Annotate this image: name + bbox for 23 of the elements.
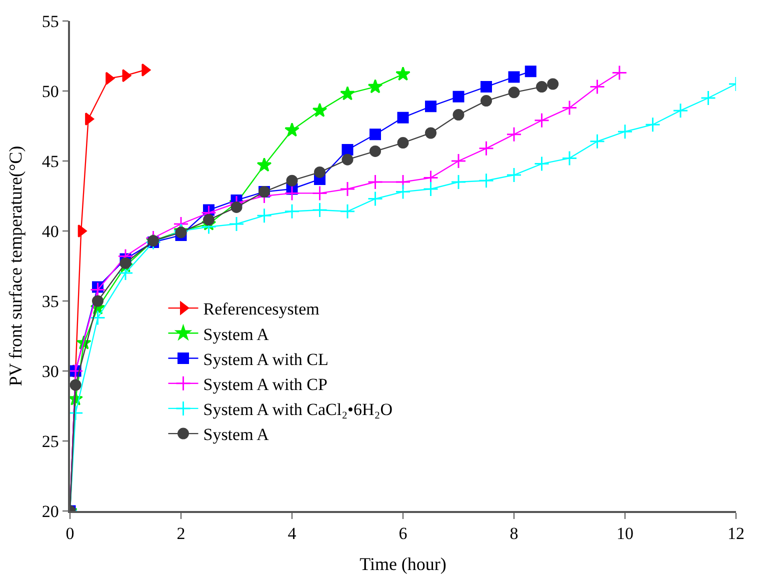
y-tick-label: 40 [42, 222, 59, 241]
x-axis-title: Time (hour) [360, 554, 446, 574]
x-tick-label: 4 [288, 524, 297, 544]
x-tick-label: 10 [616, 524, 634, 544]
x-tick-label: 2 [176, 524, 186, 544]
x-tick-label: 8 [510, 524, 518, 544]
y-tick-label: 55 [42, 12, 59, 31]
y-tick-label: 45 [42, 152, 59, 171]
y-tick-label: 30 [42, 362, 59, 381]
legend-label: System A [203, 425, 270, 444]
legend-label: System A [203, 324, 270, 344]
x-tick-label: 12 [728, 524, 744, 544]
y-tick-label: 20 [42, 502, 59, 521]
y-axis-title: PV front surface temperature(°C) [6, 146, 26, 386]
y-tick-label: 35 [42, 292, 59, 311]
x-tick-label: 6 [398, 524, 408, 544]
legend-label: System A with CP [203, 374, 328, 394]
y-tick-label: 25 [42, 432, 59, 451]
legend-label: System A with CL [203, 350, 328, 369]
legend-label: System A with CaCl₂•6H₂O [203, 400, 392, 420]
x-tick-label: 0 [66, 524, 74, 544]
legend-label: Referencesystem [203, 300, 320, 319]
y-tick-label: 50 [42, 82, 59, 101]
